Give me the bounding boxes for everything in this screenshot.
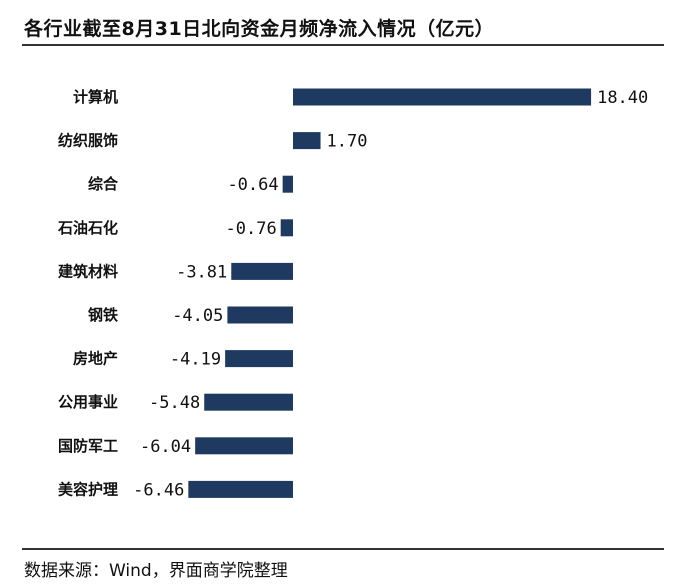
value-label: -0.76 xyxy=(226,219,277,239)
category-label: 建筑材料 xyxy=(58,262,118,280)
category-label: 石油石化 xyxy=(57,219,118,237)
value-label: 18.40 xyxy=(597,88,648,108)
category-label: 美容护理 xyxy=(58,480,118,498)
value-label: 1.70 xyxy=(327,132,368,152)
bar-9 xyxy=(188,480,293,498)
value-label: -3.81 xyxy=(176,262,227,282)
category-label: 钢铁 xyxy=(88,306,118,324)
title-divider xyxy=(22,44,664,46)
value-label: -4.05 xyxy=(172,306,223,326)
category-label: 纺织服饰 xyxy=(58,132,118,150)
chart-title: 各行业截至8月31日北向资金月频净流入情况（亿元） xyxy=(24,18,495,40)
bar-2 xyxy=(282,175,293,193)
value-label: -4.19 xyxy=(170,350,221,370)
footer-divider xyxy=(22,548,664,550)
bar-7 xyxy=(204,393,293,411)
value-label: -5.48 xyxy=(149,393,200,413)
category-label: 综合 xyxy=(88,175,119,193)
category-label: 计算机 xyxy=(73,88,118,106)
category-label: 公用事业 xyxy=(58,393,118,411)
bar-1 xyxy=(293,132,321,150)
bar-6 xyxy=(225,350,293,368)
bar-8 xyxy=(195,437,293,455)
bar-0 xyxy=(293,88,592,106)
bar-5 xyxy=(227,306,293,324)
bar-4 xyxy=(231,262,293,280)
bar-3 xyxy=(280,219,293,237)
source-note: 数据来源：Wind，界面商学院整理 xyxy=(24,561,288,581)
value-label: -6.46 xyxy=(133,480,184,500)
category-label: 房地产 xyxy=(73,350,118,368)
value-label: -6.04 xyxy=(140,437,191,457)
category-label: 国防军工 xyxy=(58,437,118,455)
value-label: -0.64 xyxy=(227,175,278,195)
